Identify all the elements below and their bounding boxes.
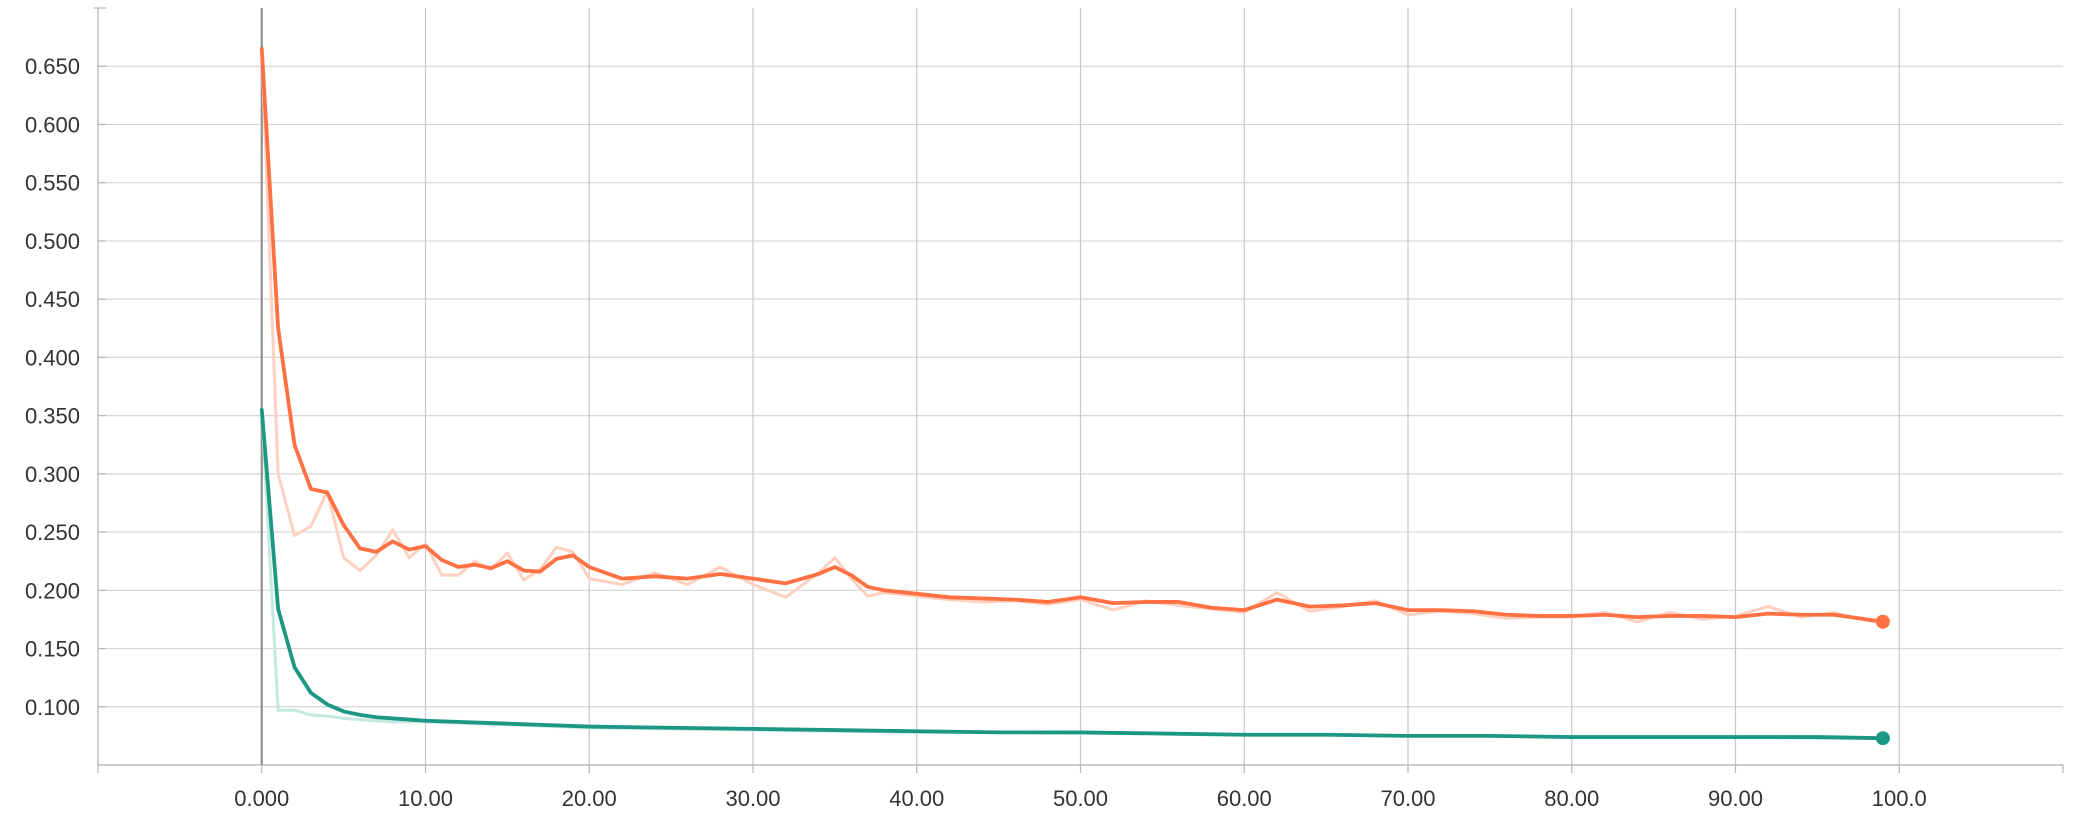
- x-tick-label: 30.00: [725, 786, 780, 811]
- axes: [94, 7, 2064, 773]
- y-tick-label: 0.600: [25, 112, 80, 137]
- y-tick-label: 0.400: [25, 345, 80, 370]
- series-1-endpoint: [1875, 731, 1890, 746]
- series-1-line: [259, 407, 1885, 741]
- series-1-raw-line: [260, 408, 1885, 740]
- x-tick-label: 0.000: [234, 786, 289, 811]
- x-tick-label: 40.00: [889, 786, 944, 811]
- series-0-line: [259, 46, 1885, 624]
- y-tick-label: 0.350: [25, 404, 80, 429]
- y-tick-label: 0.500: [25, 229, 80, 254]
- y-tick-label: 0.150: [25, 637, 80, 662]
- y-tick-label: 0.550: [25, 171, 80, 196]
- x-tick-label: 20.00: [562, 786, 617, 811]
- raw-series-lines: [260, 47, 1885, 740]
- x-tick-label: 70.00: [1380, 786, 1435, 811]
- grid: [98, 8, 2063, 765]
- x-tick-label: 50.00: [1053, 786, 1108, 811]
- x-tick-label: 100.0: [1872, 786, 1927, 811]
- y-tick-label: 0.300: [25, 462, 80, 487]
- series-lines: [259, 46, 1885, 741]
- x-tick-label: 60.00: [1217, 786, 1272, 811]
- x-tick-label: 80.00: [1544, 786, 1599, 811]
- y-tick-label: 0.650: [25, 54, 80, 79]
- y-tick-label: 0.450: [25, 287, 80, 312]
- y-tick-label: 0.100: [25, 695, 80, 720]
- y-tick-label: 0.200: [25, 578, 80, 603]
- x-tick-label: 10.00: [398, 786, 453, 811]
- x-tick-label: 90.00: [1708, 786, 1763, 811]
- series-endpoints: [1875, 614, 1890, 746]
- y-tick-label: 0.250: [25, 520, 80, 545]
- series-0-raw-line: [260, 47, 1885, 624]
- tick-labels: 0.100 0.150 0.200 0.250 0.300 0.350 0.400 0.450…: [25, 54, 1927, 811]
- series-0-endpoint: [1875, 614, 1890, 629]
